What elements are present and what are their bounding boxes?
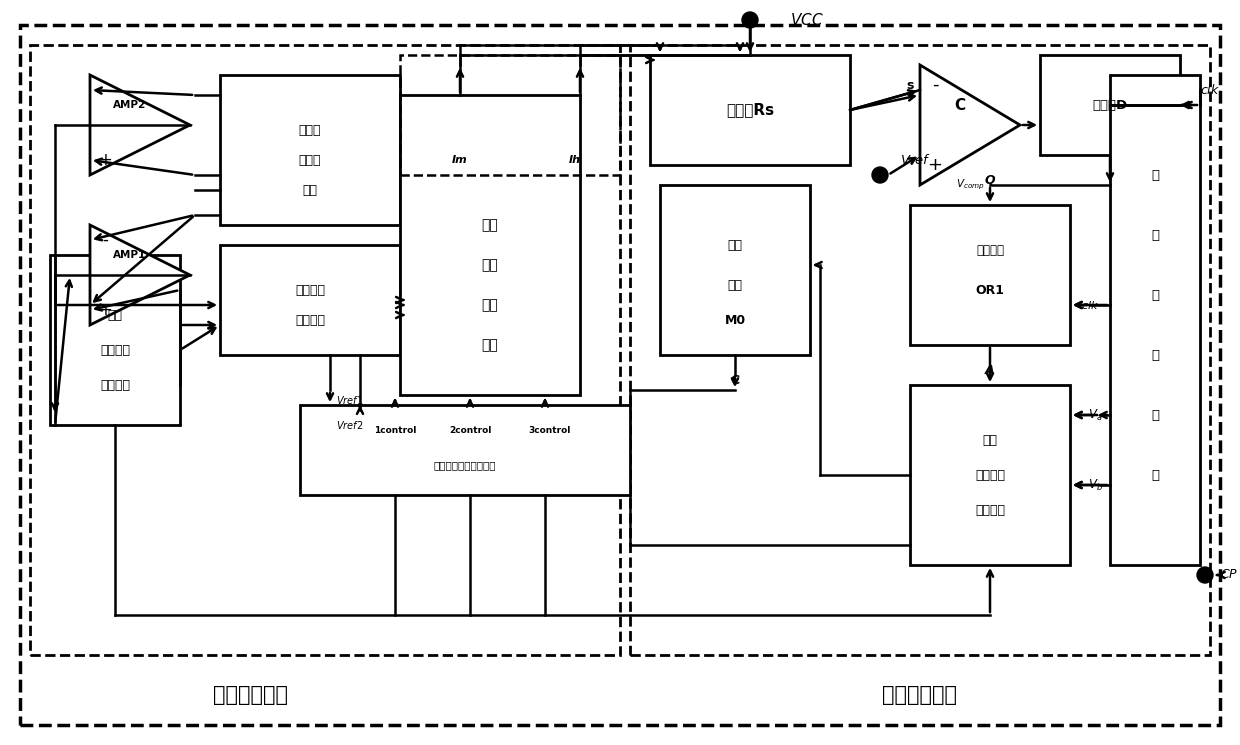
Text: $clk$: $clk$ bbox=[1081, 299, 1099, 311]
Text: 输出: 输出 bbox=[481, 258, 498, 272]
Bar bbox=[910, 385, 1070, 565]
Text: 基准电压: 基准电压 bbox=[295, 284, 325, 297]
Text: $V_{comp}$: $V_{comp}$ bbox=[956, 178, 985, 192]
Text: 路: 路 bbox=[1151, 469, 1159, 481]
Text: $V_a$: $V_a$ bbox=[1087, 408, 1102, 422]
Polygon shape bbox=[920, 65, 1021, 185]
Text: +: + bbox=[928, 156, 942, 174]
Text: $V_b$: $V_b$ bbox=[1087, 478, 1102, 492]
Text: 电路: 电路 bbox=[303, 183, 317, 197]
Text: 加热模式: 加热模式 bbox=[975, 469, 1004, 481]
Text: $Vref1$: $Vref1$ bbox=[336, 394, 363, 406]
Bar bbox=[910, 205, 1070, 345]
Text: 1control: 1control bbox=[373, 425, 417, 434]
Bar bbox=[30, 45, 620, 655]
Text: 开关: 开关 bbox=[728, 279, 743, 291]
Text: OR1: OR1 bbox=[976, 284, 1004, 297]
Text: 三个: 三个 bbox=[481, 218, 498, 232]
Text: 电: 电 bbox=[1151, 408, 1159, 422]
Bar bbox=[50, 255, 180, 425]
Circle shape bbox=[1197, 567, 1213, 583]
Text: -: - bbox=[931, 76, 939, 94]
Text: $Vref2$: $Vref2$ bbox=[336, 419, 363, 431]
Text: $clk$: $clk$ bbox=[1200, 83, 1220, 97]
Circle shape bbox=[742, 12, 758, 28]
Text: AMP2: AMP2 bbox=[113, 100, 146, 110]
Text: 加热电流电路: 加热电流电路 bbox=[883, 685, 957, 705]
Bar bbox=[630, 45, 1210, 655]
Text: 第一或门: 第一或门 bbox=[976, 244, 1004, 256]
Bar bbox=[300, 405, 630, 495]
Text: 微热板Rs: 微热板Rs bbox=[725, 103, 774, 118]
Bar bbox=[401, 95, 580, 395]
Bar bbox=[1110, 75, 1200, 565]
Text: 触发器D: 触发器D bbox=[1092, 98, 1127, 112]
Text: 测试电流切换控制电路: 测试电流切换控制电路 bbox=[434, 460, 496, 470]
Text: 控制电路: 控制电路 bbox=[975, 504, 1004, 516]
Text: Q: Q bbox=[985, 174, 996, 186]
Text: C: C bbox=[955, 98, 966, 112]
Text: 2control: 2control bbox=[449, 425, 491, 434]
Bar bbox=[1040, 55, 1180, 155]
Text: 压基准: 压基准 bbox=[299, 153, 321, 166]
Text: $Vref$: $Vref$ bbox=[900, 153, 931, 167]
Text: 设定电路: 设定电路 bbox=[295, 314, 325, 326]
Text: Im: Im bbox=[453, 155, 467, 165]
Text: 加热模式: 加热模式 bbox=[100, 343, 130, 357]
Bar bbox=[650, 55, 849, 165]
Text: 电路: 电路 bbox=[481, 338, 498, 352]
Text: 生: 生 bbox=[1151, 349, 1159, 361]
Text: 第二: 第二 bbox=[982, 434, 997, 446]
Text: 时: 时 bbox=[1151, 168, 1159, 182]
Text: Ih: Ih bbox=[569, 155, 582, 165]
Text: 带隙电: 带隙电 bbox=[299, 124, 321, 136]
Bar bbox=[401, 55, 620, 175]
Circle shape bbox=[872, 167, 888, 183]
Text: AMP1: AMP1 bbox=[113, 250, 146, 260]
Text: +: + bbox=[98, 151, 112, 169]
Text: $VCC$: $VCC$ bbox=[790, 12, 823, 28]
Text: 发: 发 bbox=[1151, 288, 1159, 302]
Text: +: + bbox=[98, 301, 112, 319]
Text: 线性: 线性 bbox=[728, 238, 743, 252]
Text: 3control: 3control bbox=[528, 425, 572, 434]
Bar bbox=[219, 245, 401, 355]
Polygon shape bbox=[91, 225, 190, 325]
Text: 第一: 第一 bbox=[108, 308, 123, 322]
Text: M0: M0 bbox=[724, 314, 745, 326]
Text: 测试电流电路: 测试电流电路 bbox=[212, 685, 288, 705]
Text: 钟: 钟 bbox=[1151, 229, 1159, 241]
Text: s: s bbox=[906, 78, 914, 92]
Text: -: - bbox=[102, 81, 108, 99]
Polygon shape bbox=[91, 75, 190, 175]
Text: C: C bbox=[730, 373, 739, 387]
Text: A: A bbox=[986, 364, 994, 376]
Text: 控制电路: 控制电路 bbox=[100, 378, 130, 392]
Text: 电流: 电流 bbox=[481, 298, 498, 312]
Bar bbox=[219, 75, 401, 225]
Text: -: - bbox=[102, 231, 108, 249]
Bar bbox=[660, 185, 810, 355]
Text: $CP$: $CP$ bbox=[1220, 568, 1239, 582]
